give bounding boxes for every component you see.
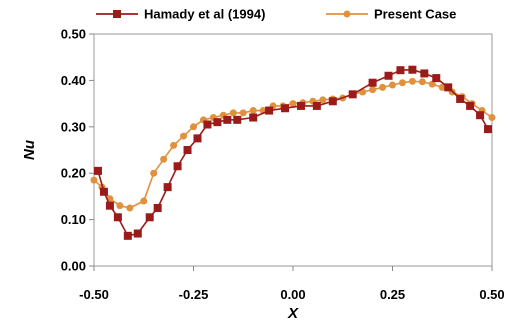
- data-point: [328, 97, 337, 106]
- data-point: [428, 80, 436, 88]
- data-point: [319, 96, 327, 104]
- data-point: [408, 77, 416, 85]
- data-point: [466, 101, 475, 110]
- data-point: [123, 231, 132, 240]
- series-line: [97, 68, 489, 237]
- data-point: [444, 83, 453, 92]
- series-hamady: [93, 65, 493, 240]
- legend-marker: [343, 10, 351, 18]
- data-point: [484, 125, 493, 134]
- data-point: [93, 166, 102, 175]
- legend-item: Present Case: [326, 7, 456, 22]
- data-point: [90, 176, 98, 184]
- y-tick-label: 0.40: [61, 73, 86, 88]
- series-layer: [90, 65, 496, 240]
- data-point: [398, 79, 406, 87]
- data-point: [369, 86, 377, 94]
- data-point: [190, 123, 197, 131]
- data-point: [396, 66, 405, 75]
- data-point: [408, 65, 417, 74]
- series-present-case: [90, 77, 496, 212]
- data-point: [249, 113, 258, 122]
- data-point: [126, 204, 134, 212]
- x-tick-label: 0.50: [479, 287, 504, 302]
- x-tick-label: 0.25: [380, 287, 405, 302]
- legend-label: Present Case: [374, 7, 456, 22]
- data-point: [203, 120, 212, 129]
- data-point: [418, 78, 426, 86]
- data-point: [145, 213, 154, 222]
- data-point: [99, 187, 108, 196]
- data-point: [133, 229, 142, 238]
- data-point: [239, 109, 247, 117]
- data-point: [160, 155, 168, 163]
- legend-item: Hamady et al (1994): [96, 7, 265, 22]
- data-point: [432, 74, 441, 83]
- data-point: [389, 81, 396, 89]
- data-point: [229, 109, 237, 117]
- y-tick-label: 0.20: [61, 166, 86, 181]
- x-tick-label: 0.00: [280, 287, 305, 302]
- data-point: [163, 183, 172, 192]
- data-point: [150, 169, 158, 177]
- data-point: [281, 104, 290, 113]
- legend-marker: [113, 10, 121, 18]
- data-point: [193, 134, 202, 143]
- data-point: [153, 204, 162, 212]
- y-tick-label: 0.10: [61, 212, 86, 227]
- data-point: [384, 71, 393, 80]
- y-tick-label: 0.00: [61, 259, 86, 274]
- data-point: [368, 78, 377, 87]
- x-tick-label: -0.50: [79, 287, 109, 302]
- data-point: [105, 201, 114, 210]
- data-point: [476, 111, 485, 120]
- data-point: [488, 114, 496, 122]
- data-point: [180, 132, 188, 140]
- x-axis-title: X: [287, 305, 299, 322]
- data-point: [289, 100, 297, 108]
- x-tick-label: -0.25: [179, 287, 209, 302]
- data-point: [116, 202, 124, 210]
- data-point: [312, 101, 321, 110]
- data-point: [173, 162, 182, 171]
- axes: 0.00 0.10 0.20 0.30 0.40 0.50 -0.50 -0.25 0.00 0.…: [61, 27, 505, 303]
- data-point: [140, 197, 148, 205]
- y-tick-label: 0.30: [61, 119, 86, 134]
- legend-label: Hamady et al (1994): [144, 7, 265, 22]
- y-tick-label: 0.50: [61, 27, 86, 42]
- data-point: [113, 213, 122, 222]
- data-point: [379, 83, 387, 91]
- plot-frame: [93, 33, 493, 267]
- data-point: [438, 83, 446, 91]
- data-point: [183, 146, 192, 154]
- data-point: [233, 115, 242, 124]
- data-point: [265, 106, 274, 115]
- legend: Hamady et al (1994) Present Case: [96, 7, 456, 22]
- data-point: [420, 69, 429, 78]
- data-point: [296, 101, 305, 110]
- data-point: [213, 118, 222, 127]
- y-axis-title: Nu: [21, 140, 38, 160]
- data-point: [223, 115, 232, 124]
- data-point: [348, 90, 357, 99]
- data-point: [249, 107, 257, 115]
- data-point: [456, 94, 465, 103]
- data-point: [170, 141, 178, 149]
